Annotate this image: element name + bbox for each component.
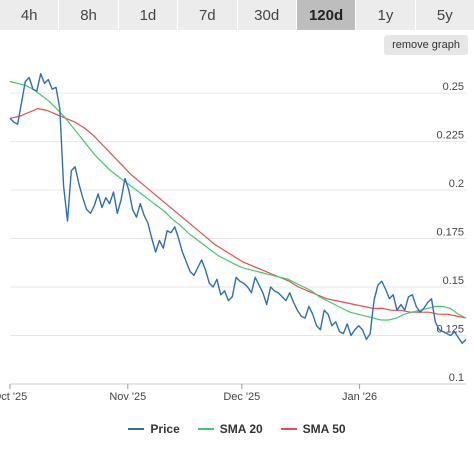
timeframe-tabs: 4h 8h 1d 7d 30d 120d 1y 5y	[0, 0, 474, 30]
tab-7d[interactable]: 7d	[178, 0, 238, 30]
x-tick-label: Oct '25	[0, 391, 27, 403]
price-chart: 0.1 0.125 0.15 0.175 0.2 0.225 0.25 Oct '25 Nov …	[0, 73, 467, 403]
tab-8h[interactable]: 8h	[59, 0, 119, 30]
legend-item-sma50[interactable]: SMA 50	[280, 422, 346, 436]
legend-swatch-sma20	[197, 428, 214, 430]
legend-item-price[interactable]: Price	[128, 422, 180, 436]
remove-graph-button[interactable]: remove graph	[384, 35, 468, 55]
y-tick-label: 0.175	[436, 227, 464, 239]
tab-120d[interactable]: 120d	[296, 0, 357, 30]
y-tick-label: 0.2	[449, 178, 464, 190]
legend-label-sma20: SMA 20	[219, 422, 263, 436]
tab-4h[interactable]: 4h	[0, 0, 60, 30]
series-line-sma20	[9, 80, 467, 321]
tab-5y[interactable]: 5y	[415, 0, 474, 30]
x-tick-label: Dec '25	[223, 391, 260, 403]
y-tick-label: 0.15	[443, 275, 464, 287]
x-tick-label: Jan '26	[342, 391, 377, 403]
tab-1y[interactable]: 1y	[356, 0, 416, 30]
y-tick-label: 0.225	[436, 130, 464, 142]
legend-swatch-price	[128, 428, 145, 430]
tab-1d[interactable]: 1d	[118, 0, 179, 30]
series-line-price	[9, 73, 467, 344]
chart-legend: Price SMA 20 SMA 50	[0, 418, 474, 440]
y-tick-label: 0.1	[449, 372, 464, 384]
series-line-sma50	[9, 107, 467, 319]
y-tick-label: 0.125	[436, 324, 464, 336]
y-tick-label: 0.25	[443, 81, 464, 93]
legend-swatch-sma50	[280, 428, 297, 430]
legend-item-sma20[interactable]: SMA 20	[197, 422, 263, 436]
tab-30d[interactable]: 30d	[237, 0, 297, 30]
legend-label-price: Price	[150, 422, 180, 436]
x-tick-label: Nov '25	[109, 391, 146, 403]
legend-label-sma50: SMA 50	[302, 422, 346, 436]
